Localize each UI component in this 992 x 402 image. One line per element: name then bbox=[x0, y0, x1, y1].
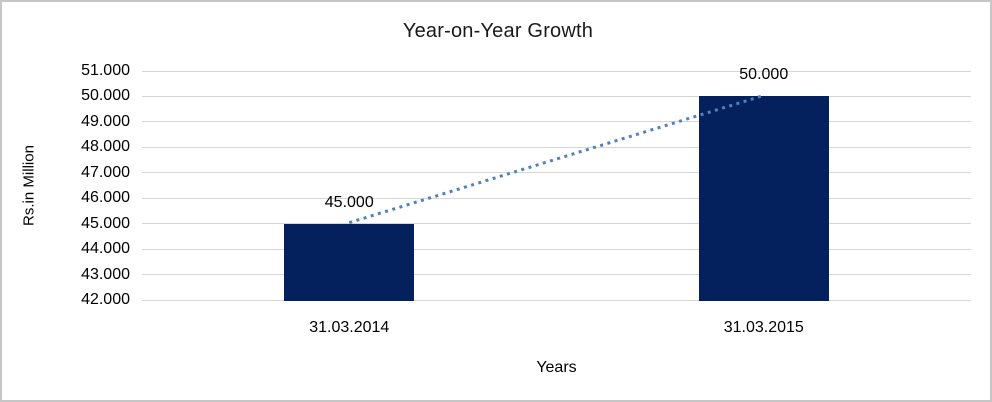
gridline bbox=[142, 146, 971, 148]
gridline bbox=[142, 95, 971, 97]
gridline bbox=[142, 172, 971, 174]
y-tick-label: 43.000 bbox=[81, 265, 130, 283]
y-tick-label: 50.000 bbox=[81, 87, 130, 105]
y-tick-label: 48.000 bbox=[81, 138, 130, 156]
chart-title: Year-on-Year Growth bbox=[402, 20, 594, 42]
y-tick-label: 47.000 bbox=[81, 163, 130, 181]
x-category-label: 31.03.2015 bbox=[723, 319, 804, 336]
bar bbox=[698, 96, 829, 301]
bar-value-label: 45.000 bbox=[324, 193, 374, 211]
gridline bbox=[142, 70, 971, 72]
gridline bbox=[142, 121, 971, 123]
bar bbox=[284, 223, 415, 301]
x-category-label: 31.03.2014 bbox=[309, 319, 390, 336]
y-tick-label: 46.000 bbox=[81, 189, 130, 207]
gridline bbox=[142, 248, 971, 250]
bar-value-label: 50.000 bbox=[739, 66, 789, 84]
gridline bbox=[142, 223, 971, 225]
y-tick-label: 45.000 bbox=[81, 214, 130, 232]
gridline bbox=[142, 299, 971, 301]
gridline bbox=[142, 274, 971, 276]
y-tick-label: 49.000 bbox=[81, 112, 130, 130]
x-axis-title: Years bbox=[536, 359, 577, 376]
y-tick-label: 51.000 bbox=[81, 62, 130, 79]
y-tick-label: 42.000 bbox=[81, 291, 130, 308]
y-tick-label: 44.000 bbox=[81, 240, 130, 258]
gridline bbox=[142, 197, 971, 199]
